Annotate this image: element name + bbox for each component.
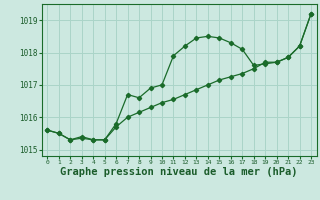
X-axis label: Graphe pression niveau de la mer (hPa): Graphe pression niveau de la mer (hPa) bbox=[60, 167, 298, 177]
